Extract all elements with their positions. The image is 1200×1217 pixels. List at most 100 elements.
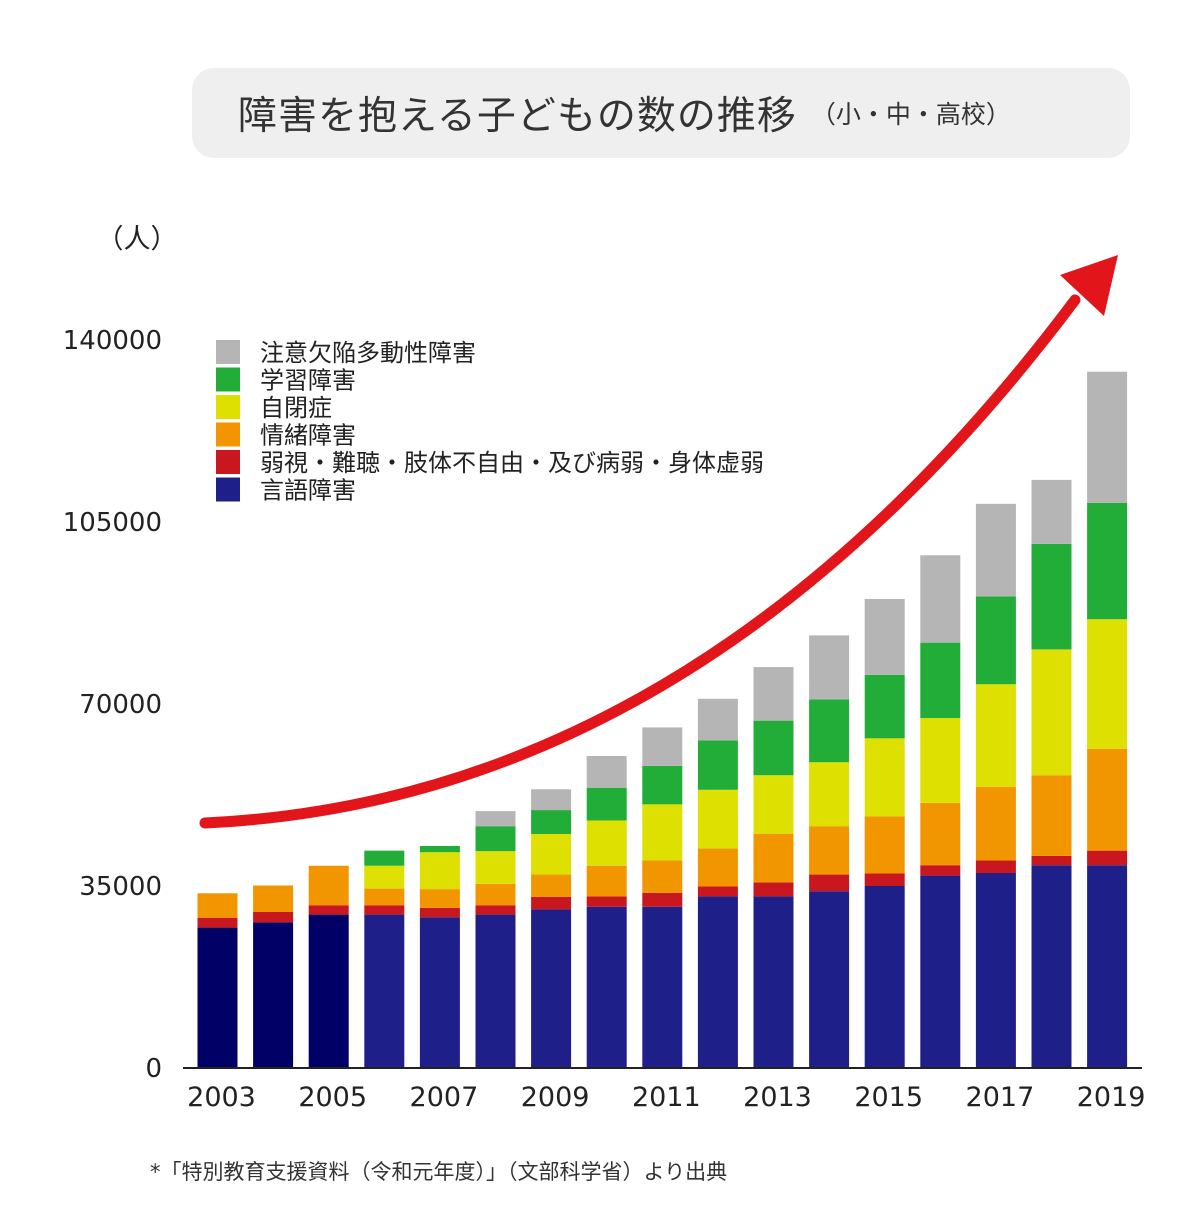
bar-2016-series-3	[920, 718, 961, 803]
bar-2009-series-4	[531, 810, 572, 834]
legend-swatch-1	[216, 367, 240, 392]
trend-arrow	[199, 255, 1118, 829]
legend-swatch-3	[216, 422, 240, 447]
bar-2007-series-4	[419, 845, 460, 853]
chart-title: 障害を抱える子どもの数の推移	[238, 94, 797, 139]
bar-2009-series-2	[531, 874, 572, 897]
bar-2006-series-1	[364, 905, 405, 915]
bar-2006-series-2	[364, 888, 405, 906]
legend-swatch-5	[216, 477, 240, 502]
bar-2009-series-3	[531, 834, 572, 875]
bars-layer	[197, 371, 1128, 1068]
trend-arrow-curve	[199, 294, 1081, 829]
legend-label-2: 自閉症	[260, 394, 332, 422]
bar-2014-series-5	[809, 635, 850, 700]
x-tick-label-2019: 2019	[1077, 1082, 1146, 1113]
y-tick-label-105000: 105000	[63, 508, 162, 538]
bar-2008-series-5	[475, 811, 516, 827]
bar-2014-series-0	[809, 891, 850, 1068]
bar-2010-series-2	[586, 865, 627, 897]
bar-2009-series-0	[531, 909, 572, 1068]
bar-2007-series-0	[419, 917, 460, 1068]
axes-layer: 0 35000 70000 105000 140000 （人） 2003 2005 2007 20…	[63, 224, 1146, 1113]
bar-2010-series-4	[586, 787, 627, 821]
x-tick-label-2011: 2011	[632, 1082, 701, 1113]
bar-2012-series-5	[697, 698, 738, 741]
bar-2018-series-1	[1031, 855, 1072, 866]
bar-2010-series-3	[586, 820, 627, 866]
x-tick-label-2003: 2003	[187, 1082, 256, 1113]
bar-2016-series-1	[920, 865, 961, 876]
bar-2010-series-5	[586, 756, 627, 788]
bar-2006-series-0	[364, 914, 405, 1068]
bar-2015-series-4	[864, 674, 905, 739]
bar-2004-series-1	[253, 912, 294, 923]
bar-2011-series-1	[642, 892, 683, 907]
bar-2005-series-0	[308, 914, 349, 1068]
bar-2019-series-5	[1087, 371, 1128, 503]
bar-2018-series-5	[1031, 479, 1072, 544]
y-tick-label-35000: 35000	[79, 872, 162, 902]
bar-2019-series-3	[1087, 619, 1128, 749]
bar-2016-series-0	[920, 875, 961, 1068]
bar-2011-series-2	[642, 860, 683, 893]
bar-2007-series-2	[419, 889, 460, 908]
x-tick-label-2017: 2017	[966, 1082, 1035, 1113]
bar-2017-series-5	[975, 503, 1016, 597]
bar-2003-series-2	[197, 893, 238, 918]
bar-2015-series-3	[864, 738, 905, 817]
bar-2012-series-4	[697, 740, 738, 790]
bar-2008-series-1	[475, 905, 516, 915]
bar-2016-series-4	[920, 642, 961, 719]
chart-subtitle: （小・中・高校）	[810, 100, 1011, 129]
bar-2013-series-5	[753, 667, 794, 721]
bar-2013-series-3	[753, 775, 794, 834]
bar-2017-series-2	[975, 786, 1016, 861]
bar-2008-series-3	[475, 851, 516, 884]
bar-2018-series-4	[1031, 543, 1072, 650]
bar-2005-series-1	[308, 905, 349, 915]
bar-2018-series-0	[1031, 865, 1072, 1068]
bar-2003-series-1	[197, 917, 238, 928]
bar-2009-series-1	[531, 896, 572, 910]
legend-swatch-4	[216, 450, 240, 474]
bar-2006-series-4	[364, 850, 405, 866]
bar-2015-series-2	[864, 816, 905, 874]
legend-label-1: 学習障害	[260, 367, 356, 395]
y-tick-label-140000: 140000	[63, 326, 162, 356]
bar-2015-series-5	[864, 598, 905, 675]
bar-2017-series-0	[975, 873, 1016, 1068]
bar-2015-series-0	[864, 886, 905, 1068]
bar-2015-series-1	[864, 873, 905, 886]
bar-2007-series-1	[419, 907, 460, 918]
legend-label-3: 情緒障害	[260, 422, 356, 450]
bar-2012-series-1	[697, 886, 738, 897]
legend: 注意欠陥多動性障害学習障害自閉症情緒障害弱視・難聴・肢体不自由・及び病弱・身体虚…	[216, 339, 764, 505]
bar-2009-series-5	[531, 789, 572, 811]
bar-2019-series-0	[1087, 865, 1128, 1068]
bar-2004-series-0	[253, 922, 294, 1068]
bar-2013-series-1	[753, 882, 794, 897]
legend-label-4: 弱視・難聴・肢体不自由・及び病弱・身体虚弱	[260, 449, 764, 477]
bar-2017-series-4	[975, 596, 1016, 685]
bar-2006-series-3	[364, 865, 405, 889]
x-tick-label-2015: 2015	[854, 1082, 923, 1113]
bar-2013-series-0	[753, 896, 794, 1068]
legend-swatch-0	[216, 340, 240, 364]
bar-2019-series-1	[1087, 850, 1128, 866]
bar-2016-series-2	[920, 802, 961, 866]
y-tick-label-0: 0	[145, 1054, 162, 1084]
bar-2011-series-0	[642, 906, 683, 1068]
bar-2019-series-2	[1087, 748, 1128, 851]
x-tick-label-2007: 2007	[410, 1082, 479, 1113]
bar-2016-series-5	[920, 555, 961, 643]
y-tick-label-70000: 70000	[79, 690, 162, 720]
x-tick-label-2013: 2013	[743, 1082, 812, 1113]
bar-2010-series-1	[586, 896, 627, 907]
bar-2018-series-3	[1031, 649, 1072, 776]
bar-2008-series-2	[475, 883, 516, 906]
bar-2014-series-1	[809, 874, 850, 892]
bar-2013-series-4	[753, 720, 794, 776]
bar-2014-series-4	[809, 699, 850, 763]
y-axis-label: （人）	[97, 224, 178, 255]
